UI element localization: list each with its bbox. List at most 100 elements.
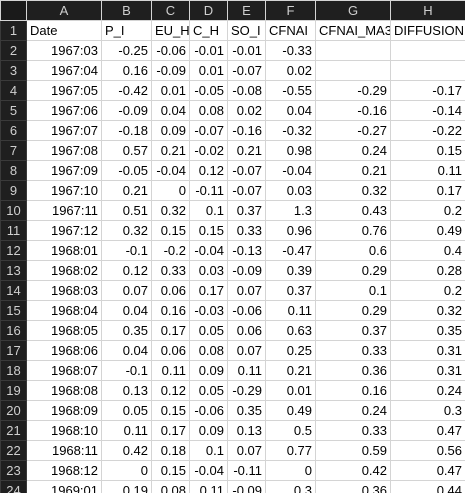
data-cell[interactable]: 0.32: [101, 220, 152, 241]
data-cell[interactable]: -0.06: [151, 40, 190, 61]
data-cell[interactable]: -0.04: [189, 240, 228, 261]
header-cell[interactable]: C_H: [189, 20, 228, 41]
data-cell[interactable]: 0.12: [151, 380, 190, 401]
data-cell[interactable]: -0.55: [265, 80, 316, 101]
data-cell[interactable]: -0.06: [189, 400, 228, 421]
data-cell[interactable]: 0.35: [390, 320, 465, 341]
data-cell[interactable]: 0.37: [227, 200, 266, 221]
data-cell[interactable]: 0.01: [265, 380, 316, 401]
data-cell[interactable]: 0.07: [227, 440, 266, 461]
data-cell[interactable]: 0.98: [265, 140, 316, 161]
data-cell[interactable]: -0.07: [227, 180, 266, 201]
data-cell[interactable]: -0.07: [227, 60, 266, 81]
row-number[interactable]: 12: [0, 240, 27, 261]
data-cell[interactable]: 0.1: [315, 280, 391, 301]
data-cell[interactable]: 0.44: [390, 480, 465, 493]
data-cell[interactable]: 1968:10: [26, 420, 102, 441]
data-cell[interactable]: 0.3: [390, 400, 465, 421]
data-cell[interactable]: 1967:06: [26, 100, 102, 121]
data-cell[interactable]: [315, 40, 391, 61]
data-cell[interactable]: 0.43: [315, 200, 391, 221]
data-cell[interactable]: -0.09: [227, 260, 266, 281]
row-number[interactable]: 9: [0, 180, 27, 201]
header-cell[interactable]: EU_H: [151, 20, 190, 41]
data-cell[interactable]: 0.19: [101, 480, 152, 493]
data-cell[interactable]: 0.24: [390, 380, 465, 401]
data-cell[interactable]: -0.11: [189, 180, 228, 201]
data-cell[interactable]: 0.36: [315, 480, 391, 493]
data-cell[interactable]: [390, 60, 465, 81]
row-number[interactable]: 23: [0, 460, 27, 481]
data-cell[interactable]: 1968:03: [26, 280, 102, 301]
data-cell[interactable]: 0.33: [315, 420, 391, 441]
data-cell[interactable]: -0.29: [315, 80, 391, 101]
data-cell[interactable]: 0.51: [101, 200, 152, 221]
data-cell[interactable]: 0.29: [315, 260, 391, 281]
data-cell[interactable]: 1967:07: [26, 120, 102, 141]
header-cell[interactable]: DIFFUSION: [390, 20, 465, 41]
data-cell[interactable]: 0.02: [265, 60, 316, 81]
data-cell[interactable]: -0.17: [390, 80, 465, 101]
data-cell[interactable]: 0.04: [265, 100, 316, 121]
data-cell[interactable]: -0.09: [227, 480, 266, 493]
row-number[interactable]: 5: [0, 100, 27, 121]
row-number[interactable]: 8: [0, 160, 27, 181]
data-cell[interactable]: 0.29: [315, 300, 391, 321]
data-cell[interactable]: -0.03: [189, 300, 228, 321]
data-cell[interactable]: 1968:09: [26, 400, 102, 421]
data-cell[interactable]: 0.17: [151, 320, 190, 341]
column-header-c[interactable]: C: [151, 0, 190, 21]
data-cell[interactable]: -0.05: [101, 160, 152, 181]
data-cell[interactable]: -0.1: [101, 240, 152, 261]
data-cell[interactable]: -0.13: [227, 240, 266, 261]
data-cell[interactable]: 0.35: [101, 320, 152, 341]
data-cell[interactable]: 0.1: [189, 200, 228, 221]
row-number[interactable]: 15: [0, 300, 27, 321]
data-cell[interactable]: 0.56: [390, 440, 465, 461]
data-cell[interactable]: 0.12: [189, 160, 228, 181]
data-cell[interactable]: [390, 40, 465, 61]
data-cell[interactable]: 0.09: [151, 120, 190, 141]
data-cell[interactable]: 0.07: [227, 340, 266, 361]
data-cell[interactable]: -0.11: [227, 460, 266, 481]
data-cell[interactable]: -0.33: [265, 40, 316, 61]
data-cell[interactable]: 0.17: [151, 420, 190, 441]
data-cell[interactable]: -0.05: [189, 80, 228, 101]
data-cell[interactable]: -0.27: [315, 120, 391, 141]
row-number[interactable]: 11: [0, 220, 27, 241]
row-number[interactable]: 18: [0, 360, 27, 381]
data-cell[interactable]: 0.59: [315, 440, 391, 461]
row-number[interactable]: 17: [0, 340, 27, 361]
row-number[interactable]: 16: [0, 320, 27, 341]
data-cell[interactable]: 0.01: [189, 60, 228, 81]
row-number[interactable]: 3: [0, 60, 27, 81]
data-cell[interactable]: 1969:01: [26, 480, 102, 493]
data-cell[interactable]: 0.1: [189, 440, 228, 461]
data-cell[interactable]: -0.01: [189, 40, 228, 61]
data-cell[interactable]: 0.21: [265, 360, 316, 381]
row-number[interactable]: 6: [0, 120, 27, 141]
data-cell[interactable]: 1968:04: [26, 300, 102, 321]
data-cell[interactable]: -0.25: [101, 40, 152, 61]
data-cell[interactable]: -0.04: [189, 460, 228, 481]
data-cell[interactable]: 0.33: [151, 260, 190, 281]
select-all-corner[interactable]: [0, 0, 27, 21]
data-cell[interactable]: 0.16: [101, 60, 152, 81]
data-cell[interactable]: -0.04: [265, 160, 316, 181]
data-cell[interactable]: 1968:11: [26, 440, 102, 461]
column-header-g[interactable]: G: [315, 0, 391, 21]
data-cell[interactable]: 0.04: [101, 340, 152, 361]
data-cell[interactable]: 0.06: [151, 340, 190, 361]
data-cell[interactable]: 0.07: [101, 280, 152, 301]
data-cell[interactable]: 0.04: [101, 300, 152, 321]
data-cell[interactable]: 0.03: [189, 260, 228, 281]
data-cell[interactable]: 0.47: [390, 420, 465, 441]
data-cell[interactable]: 0.06: [151, 280, 190, 301]
data-cell[interactable]: 0.42: [315, 460, 391, 481]
data-cell[interactable]: 0.36: [315, 360, 391, 381]
data-cell[interactable]: 0.35: [227, 400, 266, 421]
data-cell[interactable]: 0.47: [390, 460, 465, 481]
data-cell[interactable]: 1968:12: [26, 460, 102, 481]
data-cell[interactable]: 0.42: [101, 440, 152, 461]
data-cell[interactable]: -0.29: [227, 380, 266, 401]
